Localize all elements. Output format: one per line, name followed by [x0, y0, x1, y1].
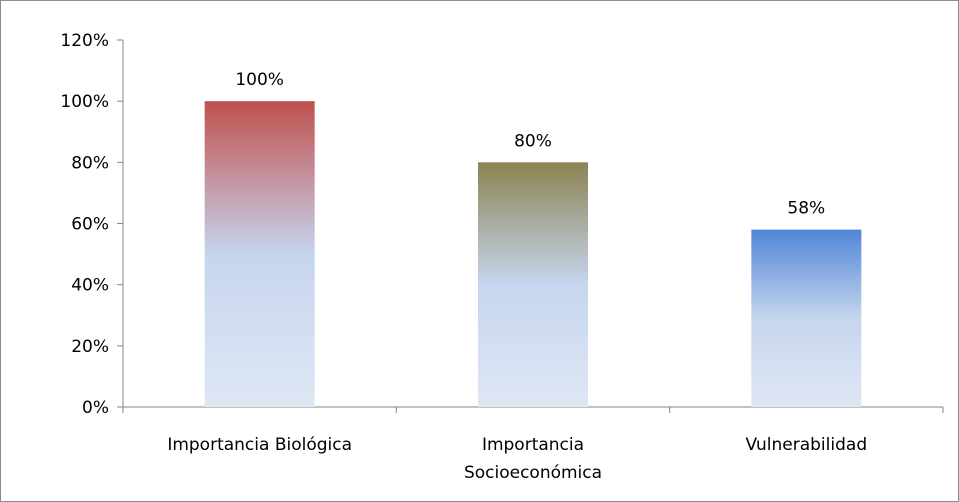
y-tick-label: 0% — [82, 398, 109, 418]
y-tick-label: 60% — [71, 215, 109, 235]
y-tick-label: 80% — [71, 153, 109, 173]
y-tick-label: 100% — [60, 92, 109, 112]
y-tick-label: 40% — [71, 276, 109, 296]
bar-0 — [204, 101, 315, 408]
bar-2 — [751, 229, 862, 407]
data-label-0: 100% — [235, 70, 284, 90]
labels: 0% 20% 40% 60% 80% 100% 120% 100% Importancia Bi… — [60, 31, 867, 483]
y-tick-label: 20% — [71, 337, 109, 357]
data-label-1: 80% — [514, 131, 552, 151]
bars — [204, 101, 862, 408]
data-label-2: 58% — [787, 199, 825, 219]
category-label-0: Importancia Biológica — [167, 435, 352, 455]
category-label-2: Vulnerabilidad — [746, 435, 868, 455]
bar-1 — [478, 162, 588, 407]
category-label-1: Importancia — [482, 435, 584, 455]
y-tick-label: 120% — [60, 31, 109, 51]
category-label-1: Socioeconómica — [464, 463, 602, 483]
